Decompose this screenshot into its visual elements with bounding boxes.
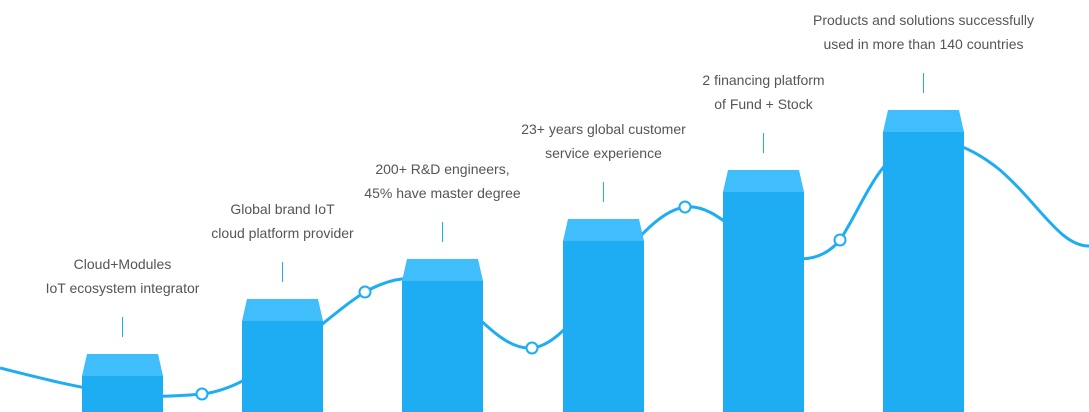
milestone-label-line1: 200+ R&D engineers,	[375, 161, 510, 177]
milestone-bar	[402, 222, 483, 412]
curve-node	[525, 341, 539, 355]
bar-top	[883, 110, 964, 132]
bar-body	[82, 376, 163, 412]
milestone-bar	[82, 317, 163, 412]
bar-body	[723, 192, 804, 412]
milestone-label-line1: Global brand IoT	[230, 201, 335, 217]
curve-node	[833, 233, 847, 247]
milestone-bar	[883, 73, 964, 412]
curve-node	[678, 200, 692, 214]
bar-body	[563, 241, 644, 412]
milestone-label: 2 financing platform of Fund + Stock	[634, 68, 894, 116]
milestone-label-line2: cloud platform provider	[211, 225, 354, 241]
bar-top	[242, 299, 323, 321]
milestone-label-line1: 23+ years global customer	[521, 121, 686, 137]
milestone-label-line1: Products and solutions successfully	[813, 12, 1034, 28]
milestone-label: Cloud+Modules IoT ecosystem integrator	[0, 252, 253, 300]
bar-top	[402, 259, 483, 281]
bar-body	[242, 321, 323, 412]
milestone-label-line1: 2 financing platform	[702, 72, 825, 88]
milestone-label: Products and solutions successfully used …	[794, 8, 1054, 56]
milestone-bar	[723, 133, 804, 412]
bar-top	[723, 170, 804, 192]
milestone-label-line2: service experience	[545, 145, 662, 161]
bar-top	[82, 354, 163, 376]
milestone-label: Global brand IoT cloud platform provider	[153, 197, 413, 245]
milestone-bar	[563, 182, 644, 412]
curve-node	[195, 387, 209, 401]
milestone-label-line2: 45% have master degree	[364, 185, 521, 201]
milestone-label: 23+ years global customer service experie…	[474, 117, 734, 165]
milestone-label-line2: of Fund + Stock	[714, 96, 813, 112]
bar-body	[883, 132, 964, 412]
milestone-label-line2: used in more than 140 countries	[823, 36, 1024, 52]
milestone-label-line2: IoT ecosystem integrator	[45, 280, 200, 296]
milestone-label: 200+ R&D engineers, 45% have master degre…	[313, 157, 573, 205]
milestone-label-line1: Cloud+Modules	[73, 256, 172, 272]
bar-top	[563, 219, 644, 241]
curve-node	[358, 285, 372, 299]
milestone-bar	[242, 262, 323, 412]
bar-body	[402, 281, 483, 412]
